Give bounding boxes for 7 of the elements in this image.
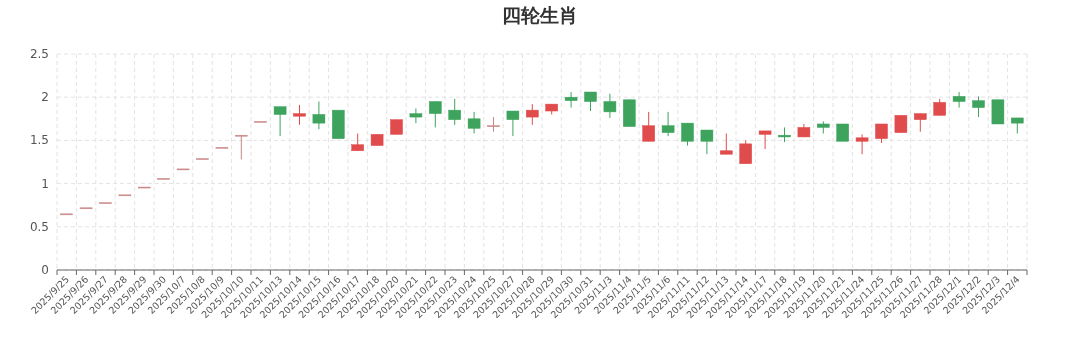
y-tick-label: 2 bbox=[41, 90, 49, 105]
chart-title: 四轮生肖 bbox=[502, 4, 578, 26]
y-tick-label: 2.5 bbox=[29, 47, 49, 61]
y-tick-label: 1 bbox=[41, 176, 49, 191]
y-tick-label: 0.5 bbox=[29, 219, 49, 234]
y-tick-label: 0 bbox=[41, 263, 49, 277]
y-tick-label: 1.5 bbox=[29, 133, 49, 148]
